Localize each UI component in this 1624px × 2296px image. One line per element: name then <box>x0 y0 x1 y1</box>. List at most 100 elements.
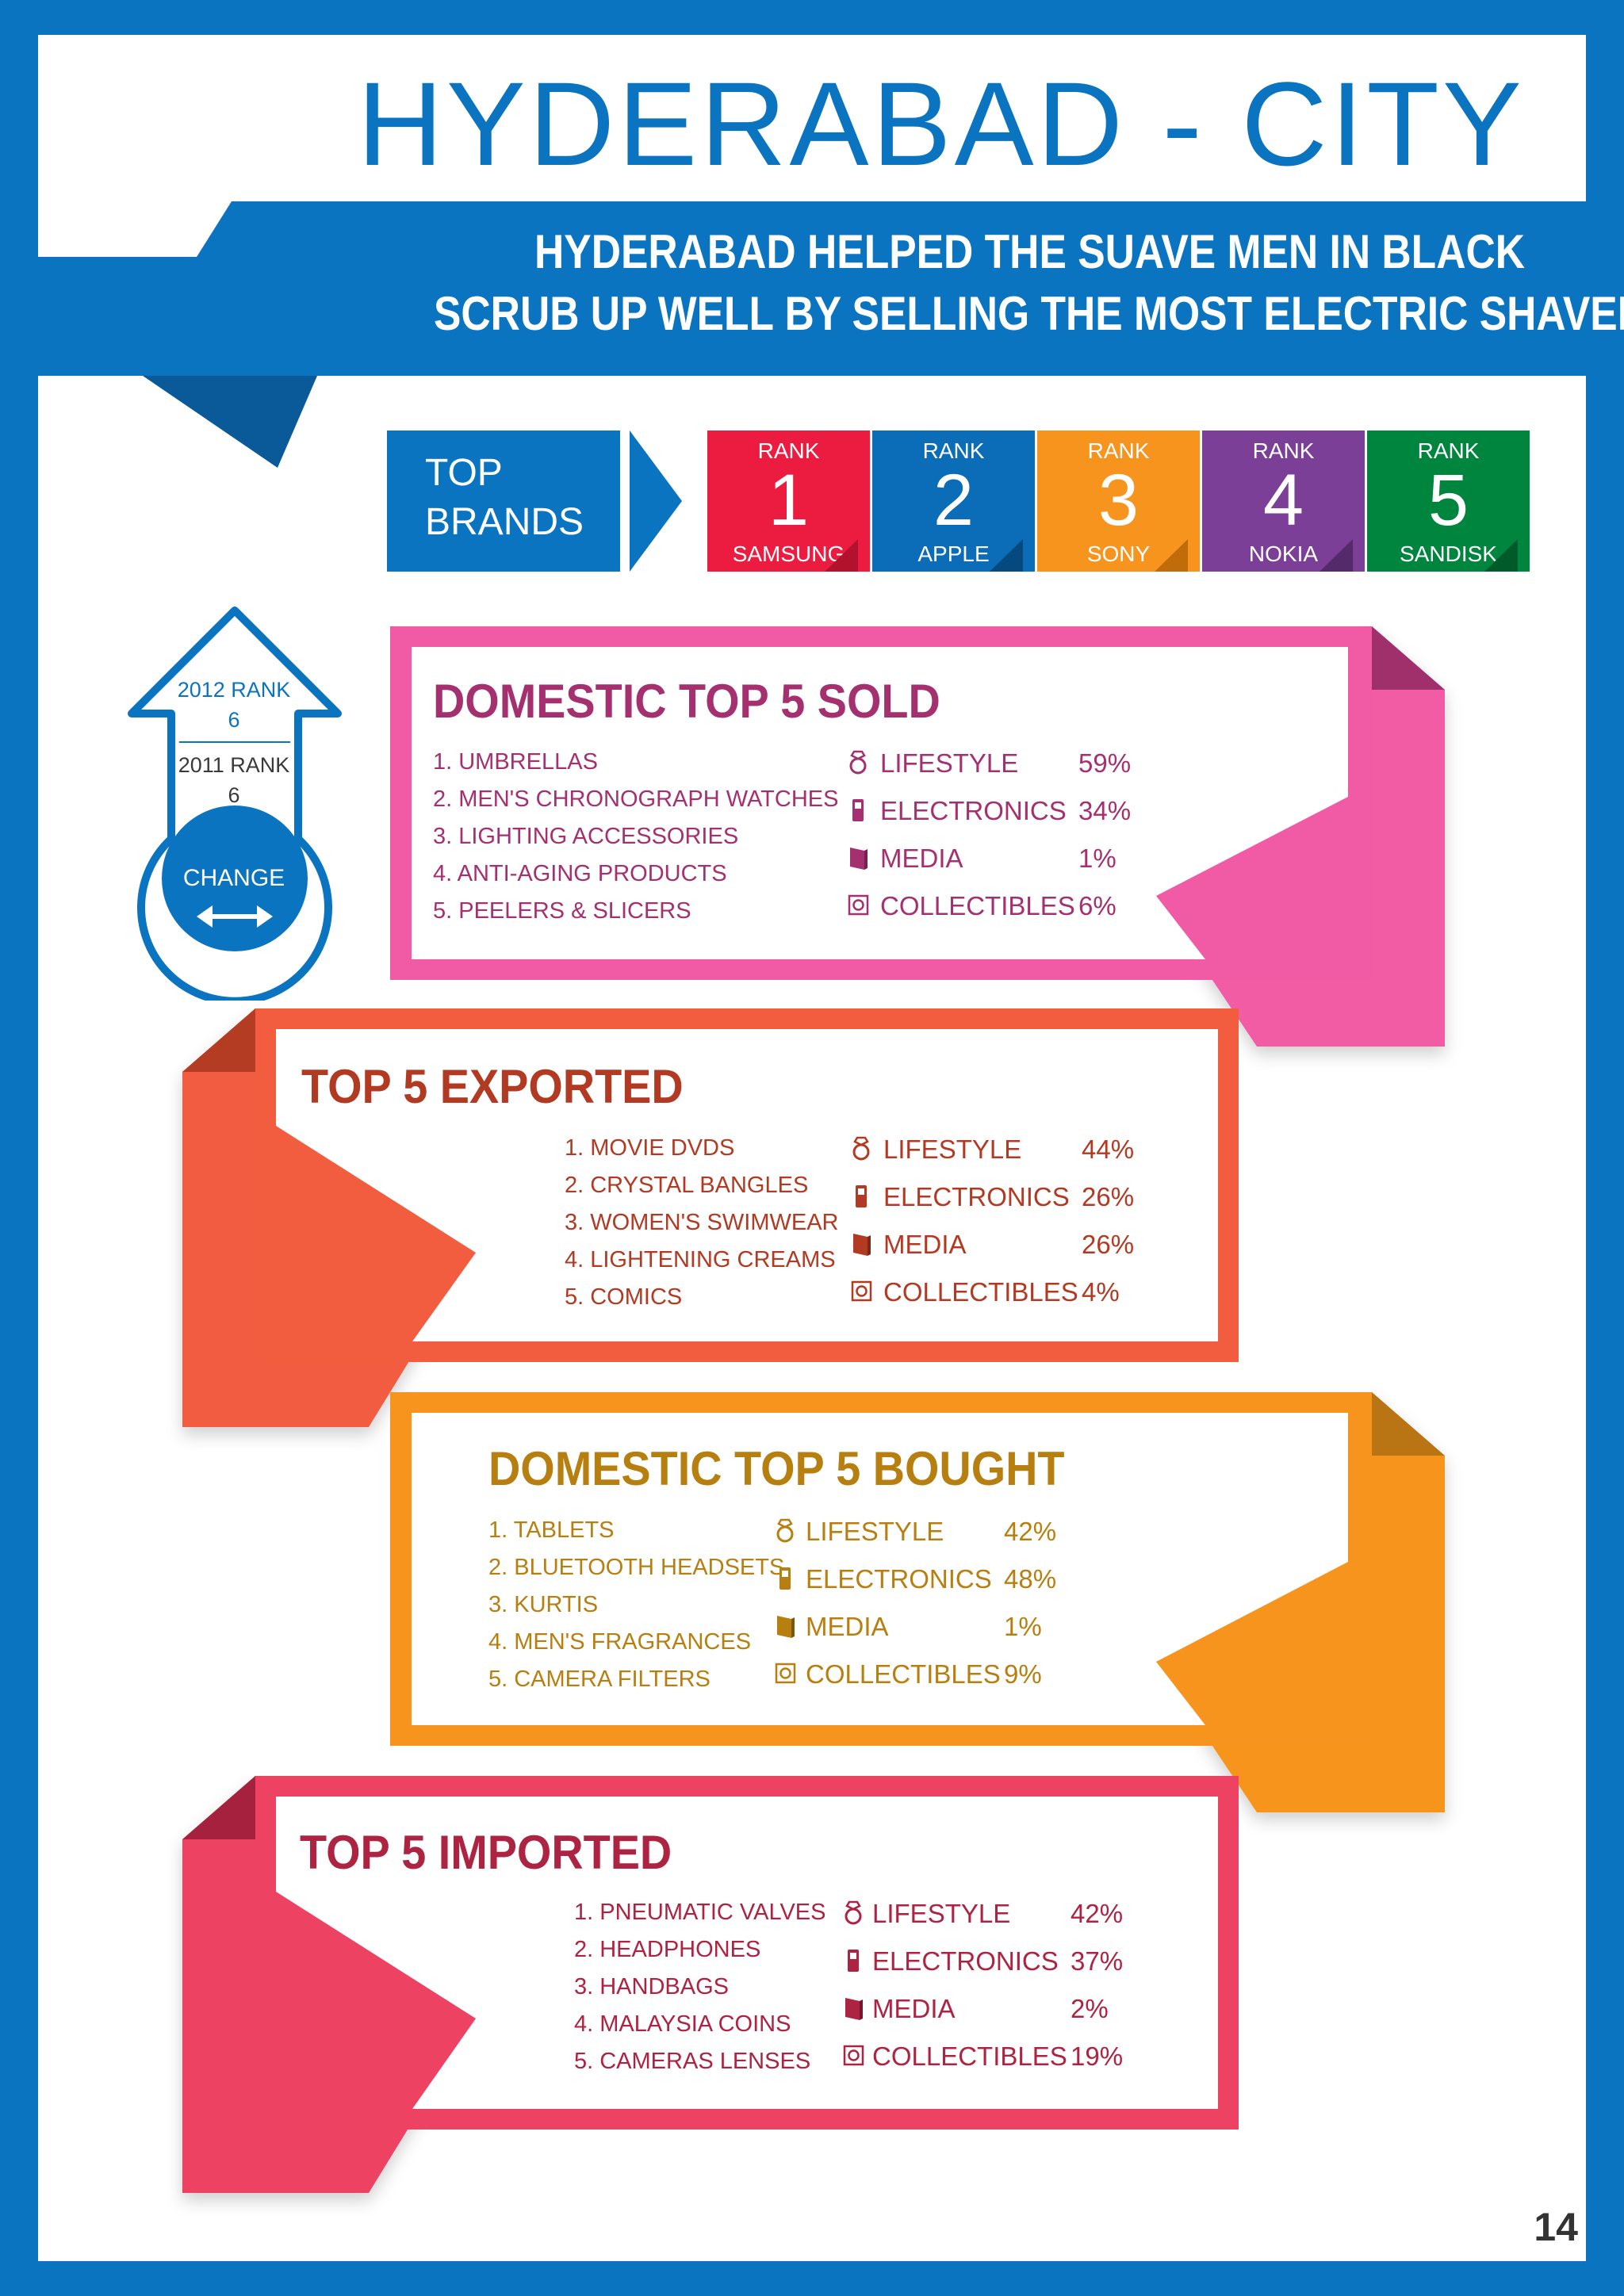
imported-cat-electronics: ELECTRONICS <box>872 1946 1059 1976</box>
exported-item-2: 2. CRYSTAL BANGLES <box>565 1173 809 1198</box>
top-brands-label-line-1: TOP <box>425 452 503 494</box>
sold-cat-lifestyle: LIFESTYLE <box>880 748 1019 778</box>
brand-name: NOKIA <box>1248 541 1319 566</box>
bought-cat-media: MEDIA <box>806 1612 889 1641</box>
exported-pct-media: 26% <box>1082 1230 1135 1259</box>
brand-box-folds <box>825 539 1518 572</box>
headline-line-1: HYDERABAD HELPED THE SUAVE MEN IN BLACK <box>534 225 1525 278</box>
brand-rank-5: RANK 5 SANDISK <box>1367 430 1530 572</box>
collectibles-coin-icon <box>843 2045 864 2066</box>
section-title-imported: TOP 5 IMPORTED <box>300 1826 672 1879</box>
headline-line-2: SCRUB UP WELL BY SELLING THE MOST ELECTR… <box>434 287 1624 340</box>
exported-pct-lifestyle: 44% <box>1082 1135 1135 1164</box>
sold-item-2: 2. MEN'S CHRONOGRAPH WATCHES <box>433 786 839 812</box>
rank-2011-label: 2011 RANK <box>178 753 290 777</box>
lifestyle-ring-icon <box>845 1900 862 1925</box>
brand-rank-1: RANK 1 SAMSUNG <box>707 430 870 572</box>
imported-item-3: 3. HANDBAGS <box>574 1974 729 1999</box>
collectibles-coin-icon <box>851 1280 872 1302</box>
headline-banner <box>38 201 1586 468</box>
change-label: CHANGE <box>182 865 285 891</box>
sold-item-3: 3. LIGHTING ACCESSORIES <box>433 824 739 849</box>
exported-cat-collectibles: COLLECTIBLES <box>883 1277 1078 1307</box>
imported-cat-collectibles: COLLECTIBLES <box>872 2042 1067 2071</box>
rank-label: RANK <box>1252 438 1315 463</box>
bought-item-1: 1. TABLETS <box>488 1517 615 1543</box>
bought-item-2: 2. BLUETOOTH HEADSETS <box>488 1555 785 1580</box>
bought-pct-collectibles: 9% <box>1004 1659 1042 1689</box>
lifestyle-ring-icon <box>849 750 867 775</box>
collectibles-coin-icon <box>848 894 869 916</box>
exported-pct-electronics: 26% <box>1082 1182 1135 1211</box>
rank-number: 5 <box>1427 460 1469 541</box>
page-number: 14 <box>1534 2205 1578 2249</box>
brand-name: SANDISK <box>1400 541 1497 566</box>
bought-item-4: 4. MEN'S FRAGRANCES <box>488 1629 752 1655</box>
exported-cat-media: MEDIA <box>883 1230 967 1259</box>
rank-2012-label: 2012 RANK <box>177 678 291 702</box>
sold-pct-electronics: 34% <box>1078 796 1132 825</box>
top-brands-label-shape <box>387 430 682 572</box>
sold-item-1: 1. UMBRELLAS <box>433 749 598 775</box>
section-title-sold: DOMESTIC TOP 5 SOLD <box>433 675 940 728</box>
bought-pct-electronics: 48% <box>1004 1564 1057 1594</box>
sold-cat-collectibles: COLLECTIBLES <box>880 891 1075 920</box>
electronics-phone-icon <box>856 1185 867 1207</box>
lifestyle-ring-icon <box>776 1518 794 1543</box>
imported-pct-electronics: 37% <box>1071 1946 1124 1976</box>
imported-cat-lifestyle: LIFESTYLE <box>872 1899 1011 1928</box>
rank-number: 3 <box>1097 460 1139 541</box>
brand-name: APPLE <box>917 541 990 566</box>
exported-item-1: 1. MOVIE DVDS <box>565 1135 735 1161</box>
sold-item-4: 4. ANTI-AGING PRODUCTS <box>433 861 727 886</box>
lifestyle-ring-icon <box>852 1136 870 1161</box>
imported-item-4: 4. MALAYSIA COINS <box>574 2011 791 2037</box>
rank-change-badge <box>128 607 342 1001</box>
exported-item-4: 4. LIGHTENING CREAMS <box>565 1247 836 1272</box>
media-book-icon <box>845 1998 863 2020</box>
brand-name: SAMSUNG <box>732 541 845 566</box>
frame-top <box>0 0 1624 35</box>
rank-label: RANK <box>1417 438 1480 463</box>
bought-cat-electronics: ELECTRONICS <box>806 1564 992 1594</box>
exported-cat-electronics: ELECTRONICS <box>883 1182 1070 1211</box>
imported-cat-media: MEDIA <box>872 1994 956 2023</box>
rank-number: 1 <box>768 460 810 541</box>
top-brands-label: TOP BRANDS <box>425 449 584 547</box>
rank-2011-value: 6 <box>228 783 240 807</box>
bought-item-3: 3. KURTIS <box>488 1592 599 1617</box>
media-book-icon <box>853 1234 871 1256</box>
imported-item-1: 1. PNEUMATIC VALVES <box>574 1900 826 1925</box>
brand-rank-4: RANK 4 NOKIA <box>1202 430 1365 572</box>
bought-cat-collectibles: COLLECTIBLES <box>806 1659 1001 1689</box>
imported-item-5: 5. CAMERAS LENSES <box>574 2049 811 2074</box>
imported-item-2: 2. HEADPHONES <box>574 1937 761 1962</box>
rank-label: RANK <box>1087 438 1150 463</box>
rank-label: RANK <box>757 438 820 463</box>
sold-cat-media: MEDIA <box>880 844 963 873</box>
page-title: HYDERABAD - CITY <box>357 57 1525 190</box>
media-book-icon <box>850 848 868 870</box>
sold-pct-collectibles: 6% <box>1078 891 1116 920</box>
bought-item-5: 5. CAMERA FILTERS <box>488 1667 710 1692</box>
imported-pct-lifestyle: 42% <box>1071 1899 1124 1928</box>
media-book-icon <box>777 1616 795 1638</box>
rank-label: RANK <box>922 438 985 463</box>
frame-left <box>0 0 38 2296</box>
frame-bottom <box>0 2261 1624 2296</box>
bought-pct-media: 1% <box>1004 1612 1042 1641</box>
brand-name: SONY <box>1086 541 1151 566</box>
frame-right <box>1586 0 1624 2296</box>
rank-2012-value: 6 <box>228 708 240 732</box>
brand-rank-2: RANK 2 APPLE <box>872 430 1035 572</box>
brand-rank-3: RANK 3 SONY <box>1037 430 1200 572</box>
section-title-exported: TOP 5 EXPORTED <box>301 1060 684 1113</box>
sold-item-5: 5. PEELERS & SLICERS <box>433 898 691 924</box>
exported-cat-lifestyle: LIFESTYLE <box>883 1135 1022 1164</box>
sold-pct-media: 1% <box>1078 844 1116 873</box>
exported-item-3: 3. WOMEN'S SWIMWEAR <box>565 1210 839 1235</box>
electronics-phone-icon <box>848 1950 859 1972</box>
collectibles-coin-icon <box>775 1663 796 1684</box>
bought-pct-lifestyle: 42% <box>1004 1517 1057 1546</box>
